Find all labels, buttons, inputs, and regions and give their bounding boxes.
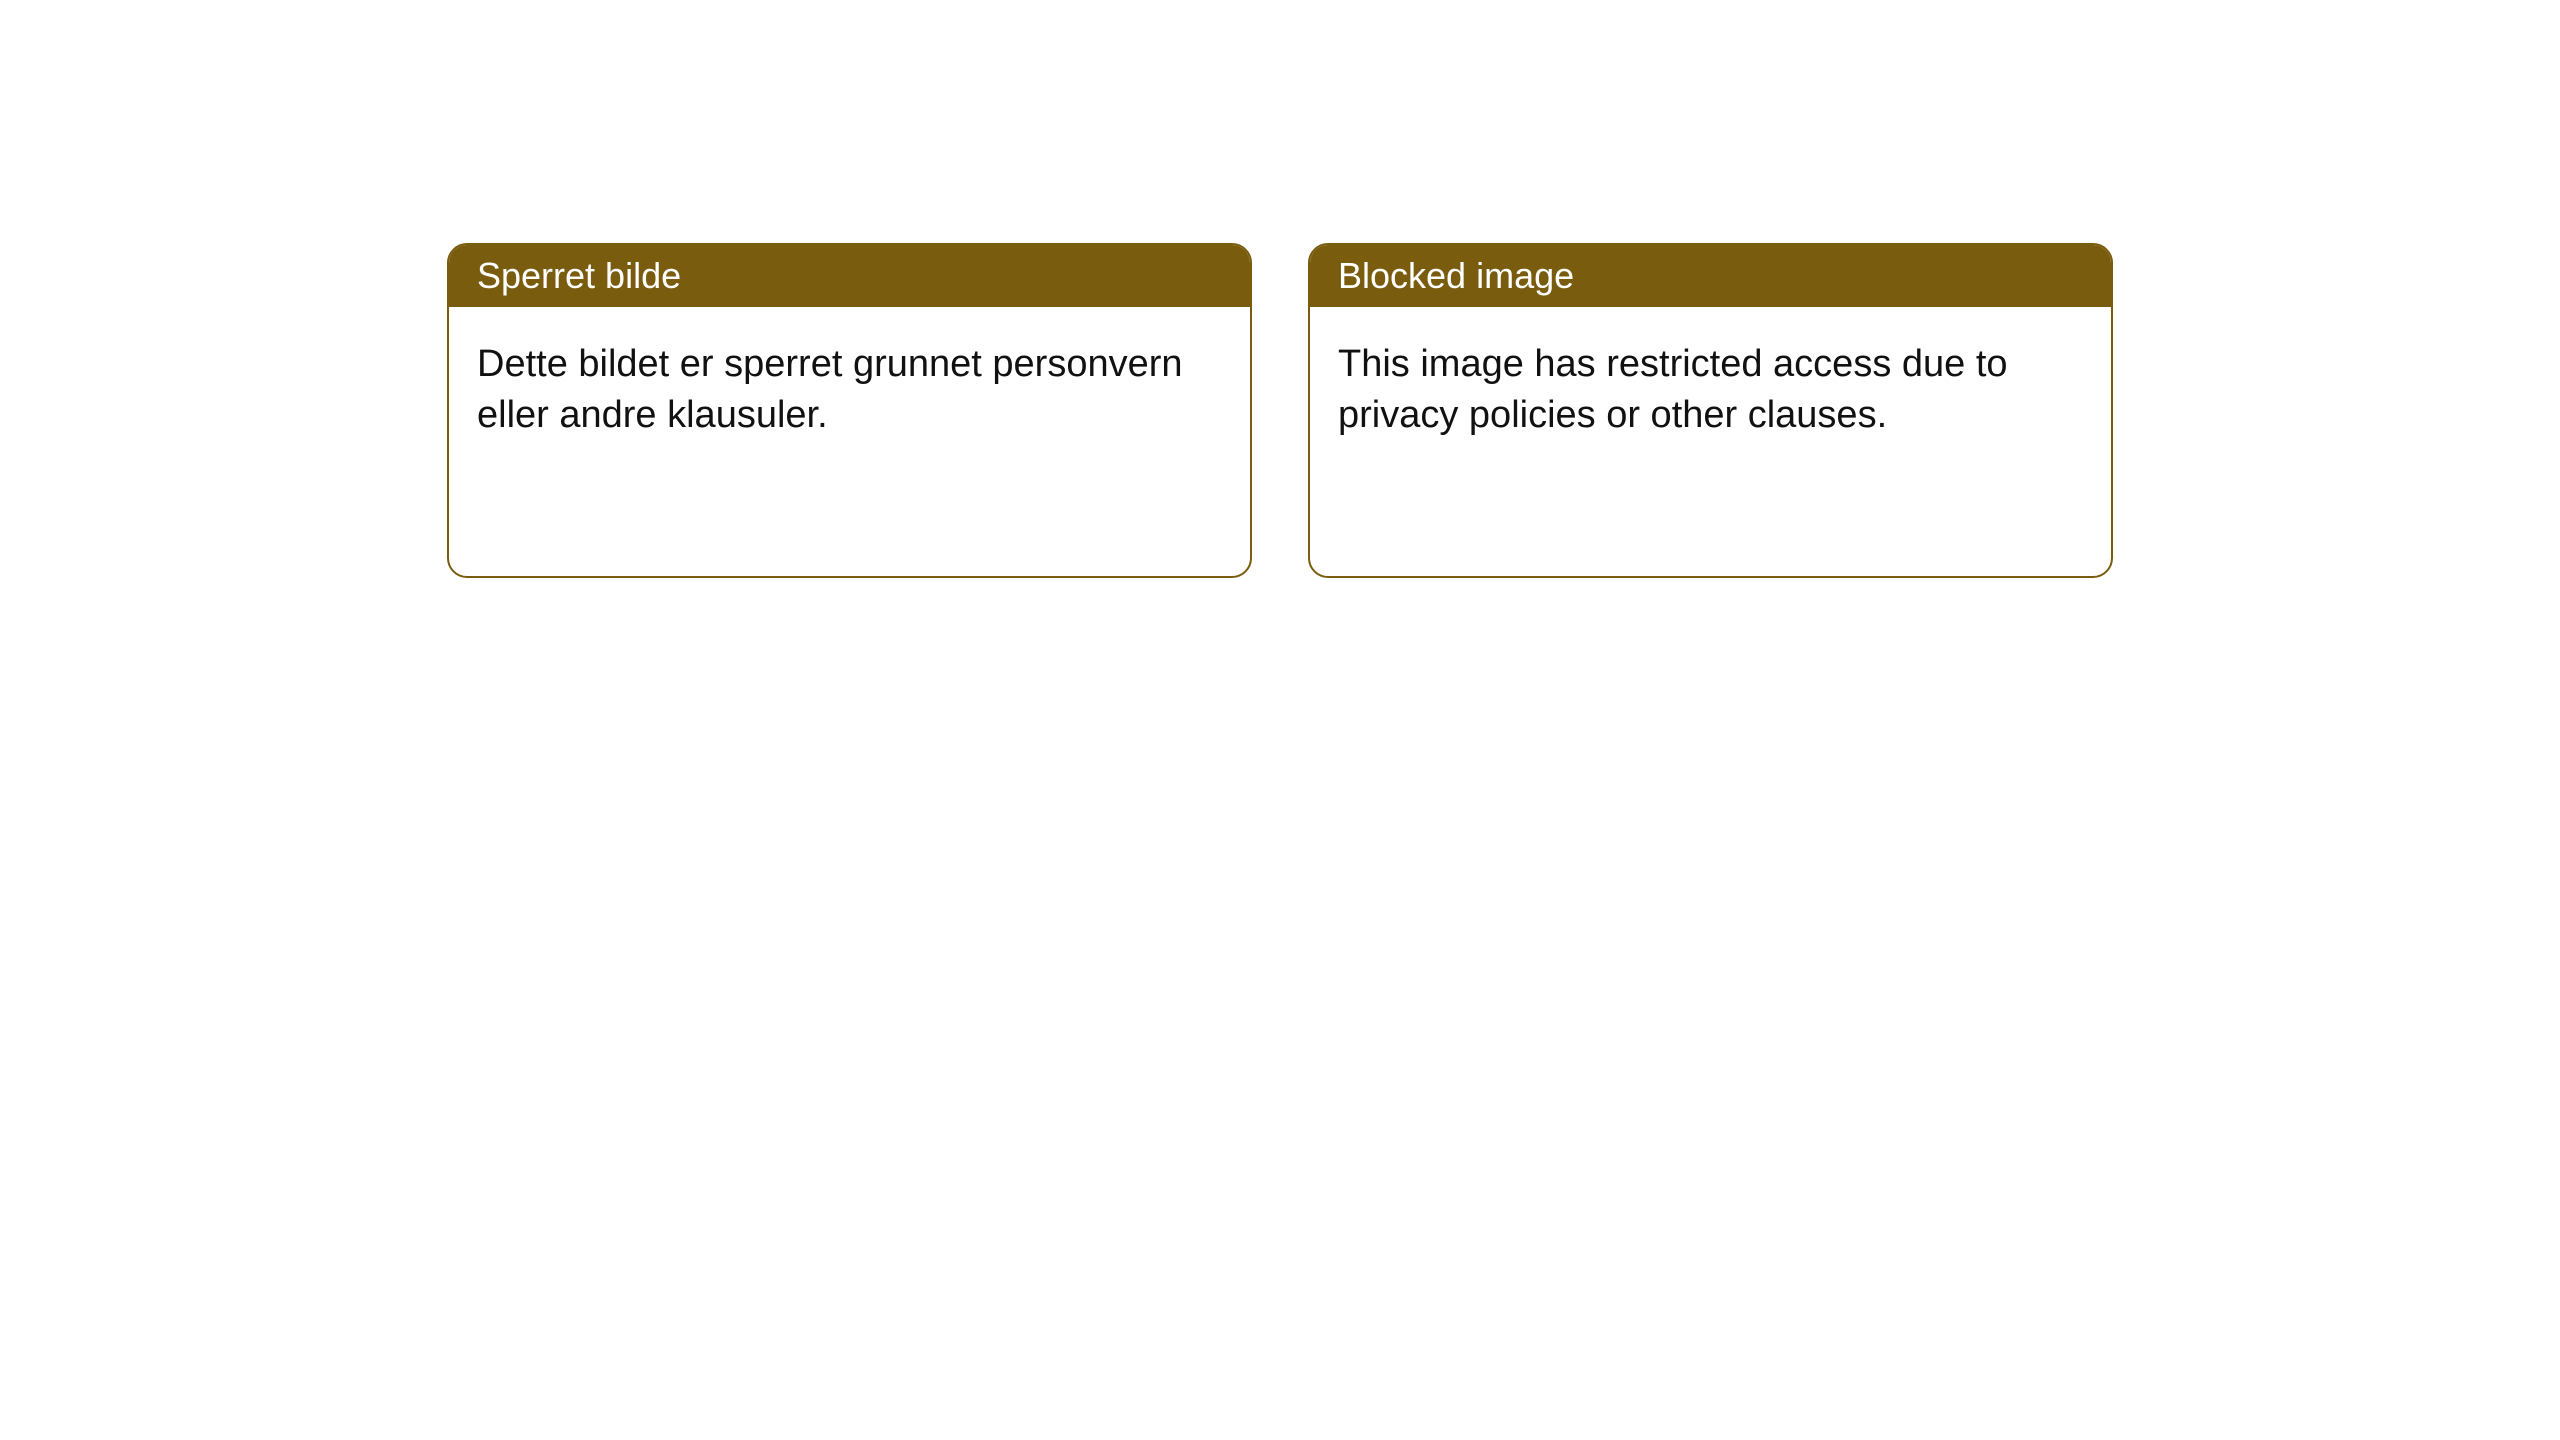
- notice-header-norwegian: Sperret bilde: [449, 245, 1250, 307]
- notice-body-english: This image has restricted access due to …: [1310, 307, 2111, 474]
- notice-card-english: Blocked image This image has restricted …: [1308, 243, 2113, 578]
- notice-header-english: Blocked image: [1310, 245, 2111, 307]
- notice-body-norwegian: Dette bildet er sperret grunnet personve…: [449, 307, 1250, 474]
- notice-container: Sperret bilde Dette bildet er sperret gr…: [0, 0, 2560, 578]
- notice-card-norwegian: Sperret bilde Dette bildet er sperret gr…: [447, 243, 1252, 578]
